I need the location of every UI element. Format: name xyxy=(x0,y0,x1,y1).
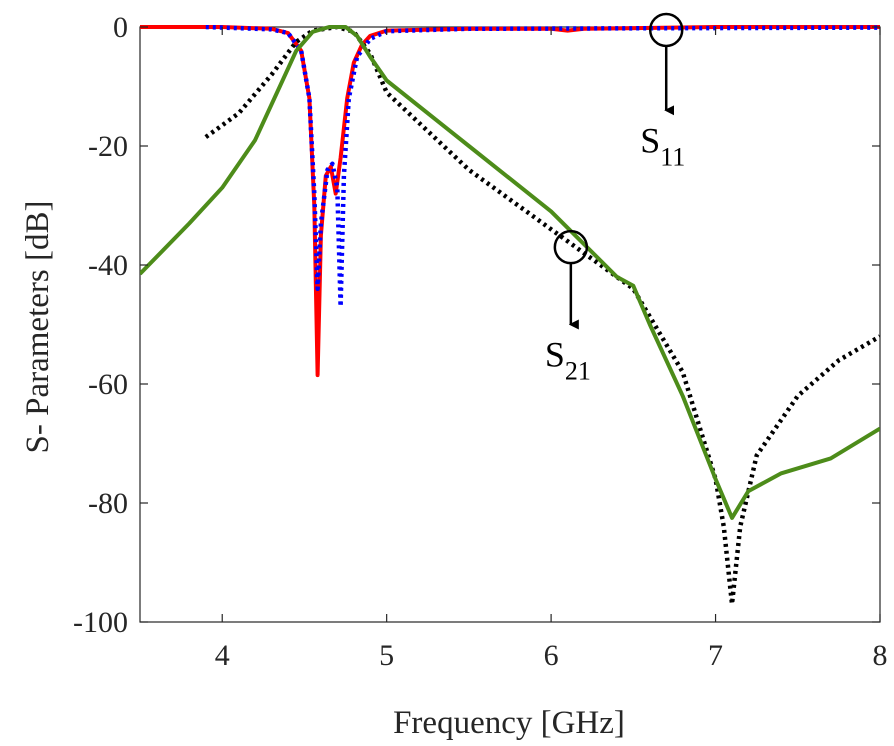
y-tick-label: -100 xyxy=(73,606,128,639)
annotation-layer: S11 S21 xyxy=(545,12,685,386)
series-line-3 xyxy=(140,25,880,520)
y-tick-label: -20 xyxy=(88,130,128,163)
y-tick-label: -40 xyxy=(88,249,128,282)
y-tick-label: 0 xyxy=(113,11,128,44)
tick-layer: 4 5 6 7 8 0 -20 -40 -60 -80 -100 xyxy=(73,11,888,672)
annotation-label: S11 xyxy=(640,120,685,171)
x-tick-label: 6 xyxy=(544,639,559,672)
x-tick-label: 8 xyxy=(873,639,888,672)
x-tick-label: 4 xyxy=(215,639,230,672)
y-tick-label: -60 xyxy=(88,368,128,401)
plot-area xyxy=(139,26,881,623)
annotation-label: S21 xyxy=(545,335,591,386)
axes-frame xyxy=(139,26,881,623)
series-layer xyxy=(140,25,880,607)
series-line-1 xyxy=(205,25,880,309)
x-tick-label: 7 xyxy=(708,639,723,672)
y-axis-label: S- Parameters [dB] xyxy=(20,201,56,454)
x-tick-label: 5 xyxy=(379,639,394,672)
x-axis-label: Frequency [GHz] xyxy=(393,705,625,741)
series-line-2 xyxy=(204,25,880,607)
y-tick-label: -80 xyxy=(88,487,128,520)
